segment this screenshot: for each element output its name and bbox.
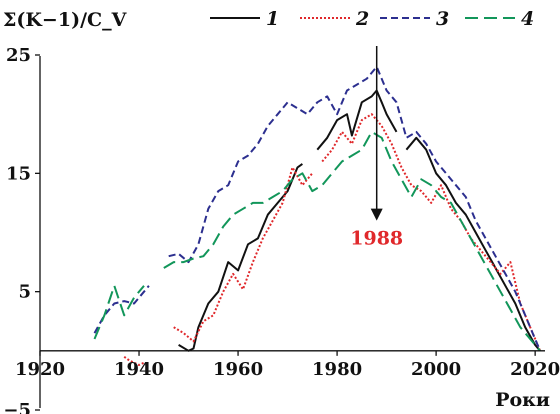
legend: 1 2 3 4 xyxy=(210,8,534,30)
series-2-line xyxy=(321,113,542,352)
y-tick-label: 25 xyxy=(6,45,31,66)
y-tick-label: 15 xyxy=(6,163,31,184)
x-tick-label: 1960 xyxy=(213,359,263,380)
plot-area: 1988 xyxy=(93,46,542,366)
series-1-line xyxy=(178,163,303,352)
y-tick-label: 5 xyxy=(18,282,31,303)
legend-label-3: 3 xyxy=(436,8,449,30)
annotation-arrow-head xyxy=(370,208,383,221)
series-4-line xyxy=(163,130,541,352)
legend-label-2: 2 xyxy=(355,8,369,30)
y-axis-label: Σ(K−1)/C_V xyxy=(3,9,128,31)
series-4-line xyxy=(93,284,145,340)
x-tick-label: 2000 xyxy=(411,359,461,380)
x-tick-label: 1920 xyxy=(15,359,65,380)
axes: 25 15 5 −5 1920 1940 1960 1980 2000 2020 Σ(K−1)/C_… xyxy=(3,9,560,414)
x-tick-label: 2020 xyxy=(510,359,560,380)
legend-label-4: 4 xyxy=(521,8,534,30)
series-1-line xyxy=(316,89,398,151)
series-3-line xyxy=(93,285,150,334)
annotation-label: 1988 xyxy=(350,228,403,250)
series-2-line xyxy=(173,166,314,343)
x-tick-label: 1980 xyxy=(312,359,362,380)
series-3-line xyxy=(168,65,542,352)
x-axis-label: Роки xyxy=(495,389,550,411)
x-tick-label: 1940 xyxy=(114,359,164,380)
legend-label-1: 1 xyxy=(266,8,279,30)
y-tick-label: −5 xyxy=(3,400,31,414)
series-1-line xyxy=(405,136,541,352)
